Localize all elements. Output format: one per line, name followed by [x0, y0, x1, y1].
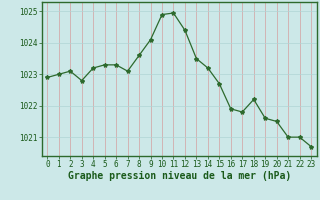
X-axis label: Graphe pression niveau de la mer (hPa): Graphe pression niveau de la mer (hPa)	[68, 171, 291, 181]
